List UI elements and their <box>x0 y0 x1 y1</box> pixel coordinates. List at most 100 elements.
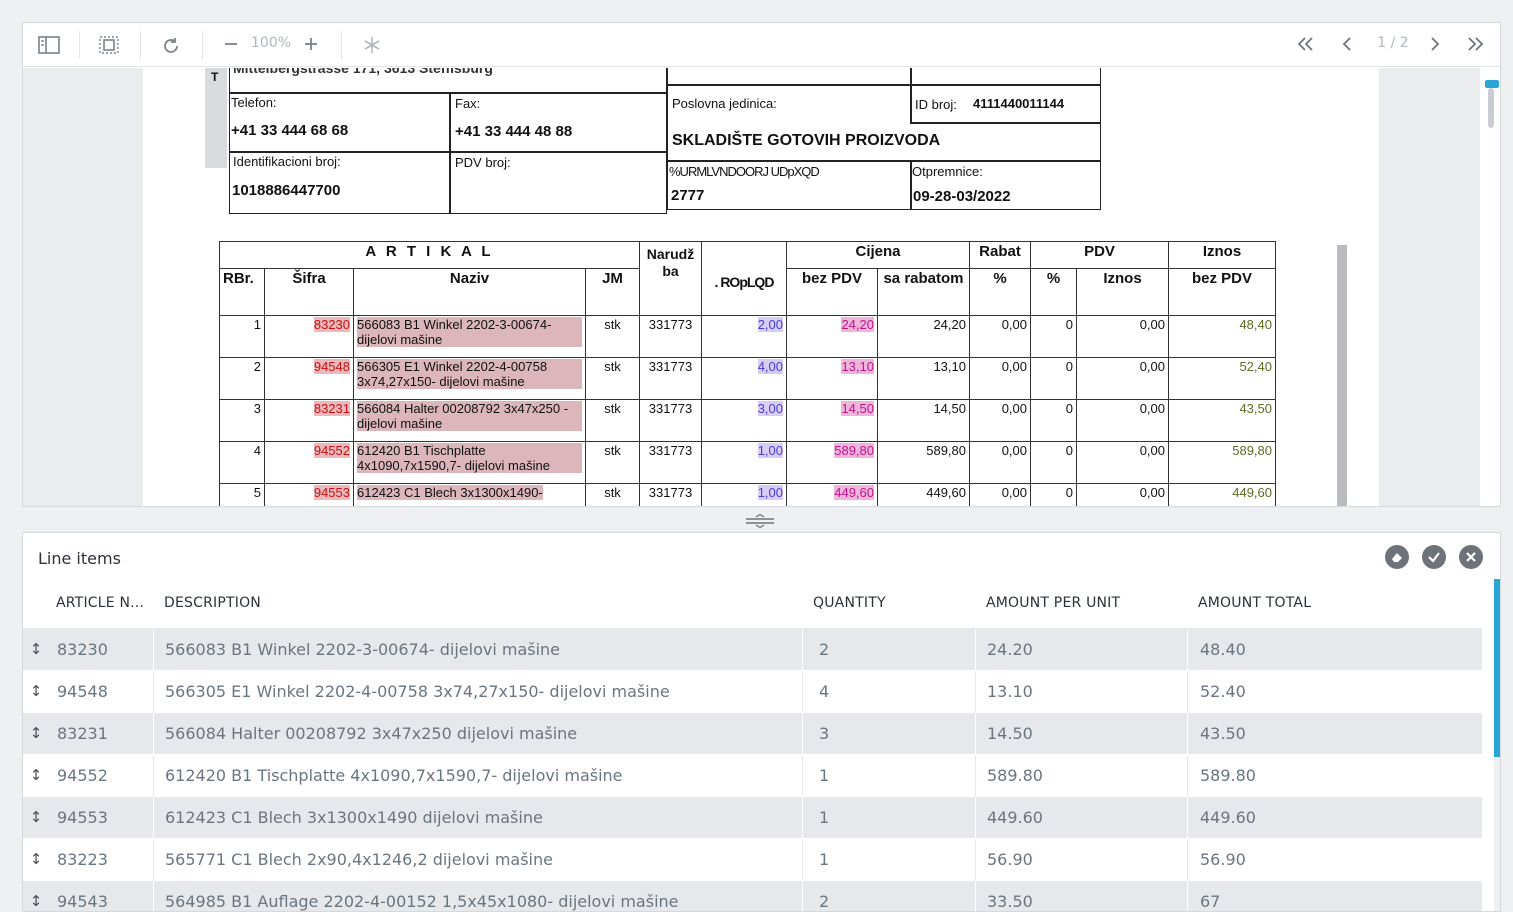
cell-quantity[interactable]: 1 <box>819 766 830 785</box>
cell-description[interactable]: 565771 C1 Blech 2x90,4x1246,2 dijelovi m… <box>165 850 553 869</box>
invoice-value-sifra: 83231 <box>313 401 350 416</box>
rotate-icon[interactable] <box>159 33 183 57</box>
cell-total[interactable]: 589.80 <box>1200 766 1256 785</box>
garbled-value: 2777 <box>671 187 705 204</box>
invoice-value-kol: 1,00 <box>757 485 783 500</box>
cell-total[interactable]: 48.40 <box>1200 640 1246 659</box>
header-pdv: PDV <box>1030 241 1169 269</box>
line-item-row[interactable]: ↕ 94543 564985 B1 Auflage 2202-4-00152 1,5… <box>23 881 1482 911</box>
cell-unit[interactable]: 24.20 <box>987 640 1033 659</box>
cell-quantity[interactable]: 4 <box>819 682 830 701</box>
invoice-cell-rabat: 0,00 <box>969 357 1031 400</box>
cell-description[interactable]: 566084 Halter 00208792 3x47x250 dijelovi… <box>165 724 578 743</box>
invoice-cell-pdv: 0 <box>1030 483 1077 506</box>
cell-article[interactable]: 83223 <box>57 850 108 869</box>
invoice-value-jm: stk <box>604 401 621 416</box>
invoice-value-cijena: 24,20 <box>841 317 874 332</box>
poslovna-label: Poslovna jedinica: <box>672 96 777 111</box>
cell-description[interactable]: 612423 C1 Blech 3x1300x1490 dijelovi maš… <box>165 808 543 827</box>
cell-unit[interactable]: 33.50 <box>987 892 1033 911</box>
column-amount-per-unit[interactable]: AMOUNT PER UNIT <box>986 595 1121 611</box>
cell-total[interactable]: 43.50 <box>1200 724 1246 743</box>
drag-handle-icon[interactable]: ↕ <box>29 682 43 700</box>
drag-handle-icon[interactable]: ↕ <box>29 892 43 910</box>
line-item-row[interactable]: ↕ 83223 565771 C1 Blech 2x90,4x1246,2 dije… <box>23 839 1482 881</box>
invoice-value-jm: stk <box>604 485 621 500</box>
header-sifra: Šifra <box>264 268 354 316</box>
line-items-scroll-thumb[interactable] <box>1494 579 1500 757</box>
zoom-out-icon[interactable] <box>219 33 243 57</box>
eraser-icon[interactable] <box>1385 545 1409 569</box>
cell-unit[interactable]: 589.80 <box>987 766 1043 785</box>
viewer-scrollbar[interactable] <box>1480 68 1500 506</box>
confirm-icon[interactable] <box>1422 545 1446 569</box>
previous-page-icon[interactable] <box>1335 33 1359 57</box>
viewer-scroll-thumb[interactable] <box>1488 88 1494 128</box>
invoice-value-rabatom: 24,20 <box>933 317 966 332</box>
zoom-in-icon[interactable] <box>299 33 323 57</box>
cell-quantity[interactable]: 3 <box>819 724 830 743</box>
invoice-cell-pdviznos: 0,00 <box>1076 441 1169 484</box>
line-item-row[interactable]: ↕ 94548 566305 E1 Winkel 2202-4-00758 3x74… <box>23 671 1482 713</box>
cell-quantity[interactable]: 1 <box>819 850 830 869</box>
cell-description[interactable]: 612420 B1 Tischplatte 4x1090,7x1590,7- d… <box>165 766 623 785</box>
invoice-cell-cijena: 589,80 <box>786 441 878 484</box>
next-page-icon[interactable] <box>1423 33 1447 57</box>
column-quantity[interactable]: QUANTITY <box>813 595 886 611</box>
cell-total[interactable]: 52.40 <box>1200 682 1246 701</box>
invoice-value-narudzba: 331773 <box>648 443 693 458</box>
line-item-row[interactable]: ↕ 83230 566083 B1 Winkel 2202-3-00674- dij… <box>23 629 1482 671</box>
line-item-row[interactable]: ↕ 83231 566084 Halter 00208792 3x47x250 di… <box>23 713 1482 755</box>
line-item-row[interactable]: ↕ 94552 612420 B1 Tischplatte 4x1090,7x159… <box>23 755 1482 797</box>
cell-unit[interactable]: 13.10 <box>987 682 1033 701</box>
cell-total[interactable]: 449.60 <box>1200 808 1256 827</box>
drag-handle-icon[interactable]: ↕ <box>29 724 43 742</box>
ident-value: 1018886447700 <box>232 182 341 199</box>
cell-quantity[interactable]: 2 <box>819 892 830 911</box>
cell-description[interactable]: 564985 B1 Auflage 2202-4-00152 1,5x45x10… <box>165 892 679 911</box>
cell-article[interactable]: 94553 <box>57 808 108 827</box>
drag-handle-icon[interactable]: ↕ <box>29 640 43 658</box>
cell-quantity[interactable]: 2 <box>819 640 830 659</box>
header-sa-rabatom: sa rabatom <box>877 268 970 316</box>
fit-page-icon[interactable] <box>97 33 121 57</box>
cell-article[interactable]: 83230 <box>57 640 108 659</box>
cell-total[interactable]: 56.90 <box>1200 850 1246 869</box>
drag-handle-icon[interactable]: ↕ <box>29 850 43 868</box>
page-margin-marker <box>205 68 227 168</box>
cell-article[interactable]: 94552 <box>57 766 108 785</box>
column-article[interactable]: ARTICLE N... <box>56 595 145 611</box>
header-naziv: Naziv <box>353 268 586 316</box>
header-rbr: RBr. <box>219 268 265 316</box>
invoice-value-pdviznos: 0,00 <box>1139 401 1165 416</box>
cell-unit[interactable]: 14.50 <box>987 724 1033 743</box>
cell-article[interactable]: 94548 <box>57 682 108 701</box>
drag-handle-icon[interactable]: ↕ <box>29 808 43 826</box>
invoice-cell-jm: stk <box>585 357 640 400</box>
invoice-cell-jm: stk <box>585 399 640 442</box>
cell-unit[interactable]: 56.90 <box>987 850 1033 869</box>
cell-description[interactable]: 566305 E1 Winkel 2202-4-00758 3x74,27x15… <box>165 682 670 701</box>
cell-total[interactable]: 67 <box>1200 892 1221 911</box>
cell-quantity[interactable]: 1 <box>819 808 830 827</box>
cell-article[interactable]: 83231 <box>57 724 108 743</box>
cell-description[interactable]: 566083 B1 Winkel 2202-3-00674- dijelovi … <box>165 640 561 659</box>
invoice-cell-pdv: 0 <box>1030 399 1077 442</box>
invoice-value-kol: 1,00 <box>757 443 783 458</box>
drag-handle-icon[interactable]: ↕ <box>29 766 43 784</box>
invoice-value-rabat: 0,00 <box>1001 317 1027 332</box>
column-amount-total[interactable]: AMOUNT TOTAL <box>1198 595 1312 611</box>
panel-resize-handle[interactable] <box>740 513 780 529</box>
invoice-value-pdv: 0 <box>1065 443 1073 458</box>
line-items-scrollbar[interactable] <box>1494 579 1500 911</box>
cell-unit[interactable]: 449.60 <box>987 808 1043 827</box>
column-description[interactable]: DESCRIPTION <box>164 595 261 611</box>
invoice-cell-jm: stk <box>585 441 640 484</box>
close-icon[interactable] <box>1459 545 1483 569</box>
last-page-icon[interactable] <box>1463 33 1487 57</box>
line-item-row[interactable]: ↕ 94553 612423 C1 Blech 3x1300x1490 dijelo… <box>23 797 1482 839</box>
first-page-icon[interactable] <box>1294 33 1318 57</box>
cell-article[interactable]: 94543 <box>57 892 108 911</box>
sidebar-toggle-icon[interactable] <box>37 33 61 57</box>
asterisk-icon[interactable] <box>360 33 384 57</box>
